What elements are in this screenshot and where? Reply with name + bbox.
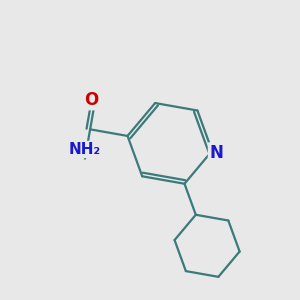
Text: N: N — [209, 143, 223, 161]
Text: NH₂: NH₂ — [69, 142, 101, 157]
Text: O: O — [84, 91, 98, 109]
